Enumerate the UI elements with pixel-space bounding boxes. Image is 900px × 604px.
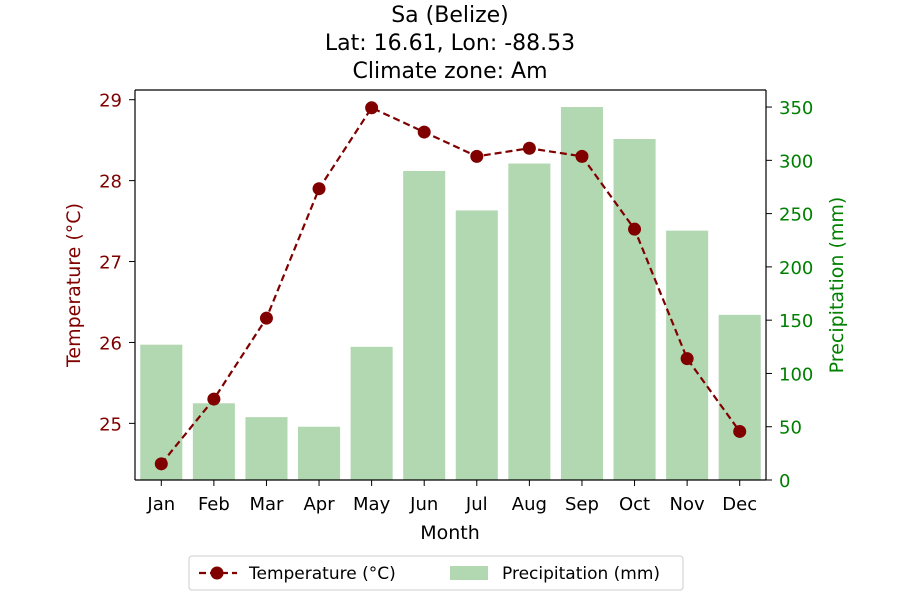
temperature-point-apr bbox=[312, 182, 326, 196]
x-axis-label: Month bbox=[420, 522, 480, 544]
y-right-tick-label: 300 bbox=[779, 151, 813, 172]
chart-title-line-1: Sa (Belize) bbox=[391, 3, 509, 28]
x-tick-label: Aug bbox=[512, 494, 547, 515]
y-left-tick-label: 28 bbox=[99, 172, 122, 193]
temperature-line bbox=[160, 106, 741, 465]
y-axis-left-label: Temperature (°C) bbox=[63, 203, 85, 368]
x-tick-label: Dec bbox=[722, 494, 757, 515]
y-left-tick-label: 26 bbox=[99, 333, 122, 354]
y-right-tick-label: 200 bbox=[779, 258, 813, 279]
precipitation-bar-dec bbox=[718, 314, 761, 480]
legend-temperature-label: Temperature (°C) bbox=[248, 564, 396, 584]
y-right-tick-label: 150 bbox=[779, 311, 813, 332]
temperature-point-aug bbox=[522, 141, 536, 155]
x-tick-label: Oct bbox=[619, 494, 650, 515]
temperature-line-layer bbox=[154, 101, 747, 471]
temperature-point-jan bbox=[154, 457, 168, 471]
y-right-tick-label: 250 bbox=[779, 205, 813, 226]
precipitation-bars bbox=[140, 107, 761, 480]
legend-precipitation-swatch bbox=[450, 566, 488, 580]
temperature-point-sep bbox=[575, 149, 589, 163]
x-tick-label: Mar bbox=[249, 494, 284, 515]
legend-temperature-swatch-marker bbox=[210, 566, 224, 580]
y-axis-right-label: Precipitation (mm) bbox=[826, 197, 848, 374]
x-tick-label: Jul bbox=[465, 494, 488, 515]
legend-precipitation-label: Precipitation (mm) bbox=[502, 564, 660, 584]
chart-title-line-2: Lat: 16.61, Lon: -88.53 bbox=[325, 31, 575, 56]
y-right-tick-label: 350 bbox=[779, 98, 813, 119]
temperature-point-jul bbox=[470, 149, 484, 163]
y-left-tick-label: 27 bbox=[99, 253, 122, 274]
temperature-point-mar bbox=[259, 311, 273, 325]
y-left-tick-label: 25 bbox=[99, 414, 122, 435]
precipitation-bar-jun bbox=[403, 170, 446, 480]
temperature-point-nov bbox=[680, 352, 694, 366]
temperature-point-oct bbox=[628, 222, 642, 236]
x-tick-label: Sep bbox=[565, 494, 599, 515]
temperature-point-dec bbox=[733, 424, 747, 438]
precipitation-bar-apr bbox=[298, 426, 341, 480]
y-right-tick-label: 0 bbox=[779, 471, 790, 492]
legend: Temperature (°C) Precipitation (mm) bbox=[188, 555, 684, 591]
temperature-point-feb bbox=[207, 392, 221, 406]
x-tick-label: Apr bbox=[303, 494, 335, 515]
x-tick-label: Jun bbox=[409, 494, 438, 515]
precipitation-bar-mar bbox=[245, 417, 288, 480]
chart-title-line-3: Climate zone: Am bbox=[352, 59, 547, 84]
x-tick-label: Feb bbox=[198, 494, 230, 515]
legend-frame bbox=[188, 555, 684, 591]
y-right-tick-label: 50 bbox=[779, 418, 802, 439]
temperature-point-jun bbox=[417, 125, 431, 139]
x-tick-label: Jan bbox=[146, 494, 175, 515]
precipitation-bar-jul bbox=[455, 210, 498, 480]
precipitation-bar-sep bbox=[560, 107, 603, 480]
axes: Jan Feb Mar Apr May Jun Jul Aug Sep Oct Nov Dec 25 26… bbox=[99, 89, 813, 515]
precipitation-bar-may bbox=[350, 346, 393, 480]
precipitation-bar-aug bbox=[508, 163, 551, 480]
precipitation-bar-feb bbox=[192, 403, 235, 480]
precipitation-bar-oct bbox=[613, 139, 656, 480]
y-right-tick-label: 100 bbox=[779, 364, 813, 385]
x-tick-label: May bbox=[353, 494, 391, 515]
temperature-point-may bbox=[365, 101, 379, 115]
x-tick-label: Nov bbox=[670, 494, 705, 515]
y-left-tick-label: 29 bbox=[99, 91, 122, 112]
